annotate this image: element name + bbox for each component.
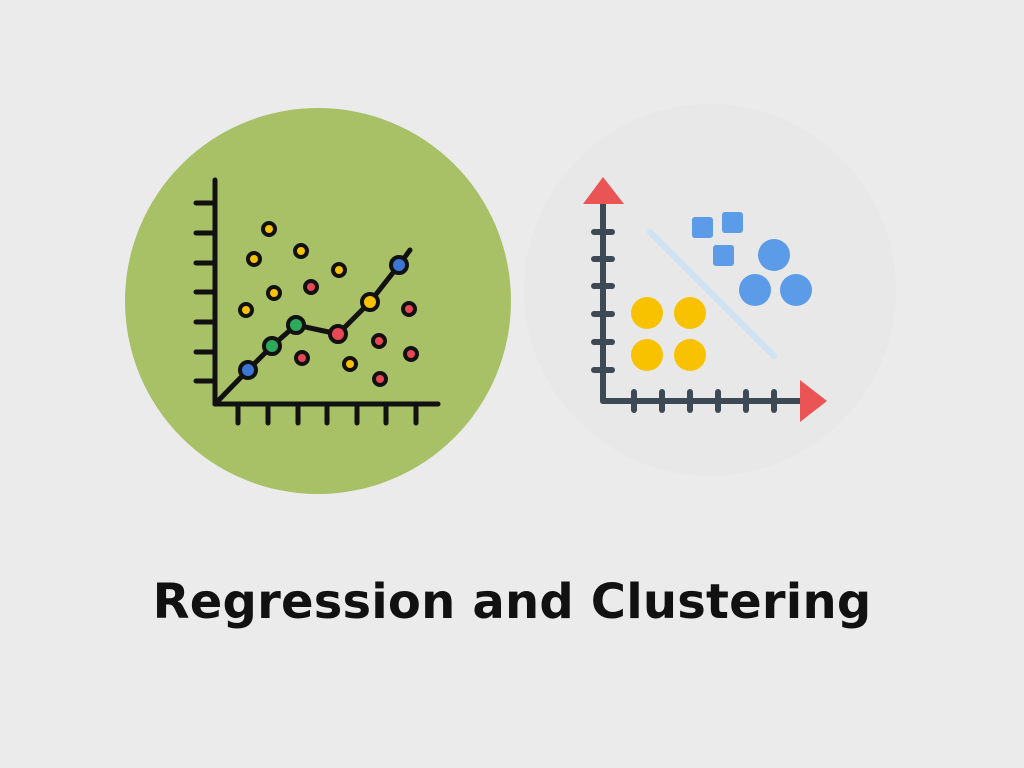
trend-point bbox=[262, 336, 282, 356]
scatter-dot bbox=[303, 279, 319, 295]
trend-points bbox=[238, 255, 409, 380]
trend-point bbox=[238, 360, 258, 380]
cluster-point bbox=[631, 339, 663, 371]
x-axis-arrow-icon bbox=[800, 380, 827, 422]
cluster-point bbox=[739, 274, 771, 306]
cluster-square bbox=[692, 217, 713, 238]
cluster-point bbox=[758, 239, 790, 271]
clustering-axes bbox=[591, 197, 805, 413]
scatter-dot bbox=[331, 262, 347, 278]
cluster-square bbox=[722, 212, 743, 233]
clustering-icon bbox=[524, 104, 896, 476]
trend-point bbox=[360, 292, 380, 312]
scatter-dot bbox=[238, 302, 254, 318]
scatter-dot bbox=[401, 301, 417, 317]
scatter-dot bbox=[261, 221, 277, 237]
cluster-point bbox=[780, 274, 812, 306]
cluster-square bbox=[713, 245, 734, 266]
yellow-cluster bbox=[631, 297, 706, 371]
scatter-dot bbox=[371, 333, 387, 349]
caption-title: Regression and Clustering bbox=[152, 574, 872, 630]
scatter-dot bbox=[403, 346, 419, 362]
trend-point bbox=[286, 315, 306, 335]
scatter-dot bbox=[246, 251, 262, 267]
trend-point bbox=[389, 255, 409, 275]
scatter-dot bbox=[266, 285, 282, 301]
scatter-dot bbox=[294, 350, 310, 366]
cluster-point bbox=[631, 297, 663, 329]
scatter-dot bbox=[372, 371, 388, 387]
regression-background-circle bbox=[125, 108, 511, 494]
cluster-point bbox=[674, 339, 706, 371]
regression-axes bbox=[193, 177, 441, 426]
blue-square-cluster bbox=[692, 212, 743, 266]
scatter-dot bbox=[342, 356, 358, 372]
y-axis-arrow-icon bbox=[583, 177, 624, 204]
scatter-dot bbox=[293, 243, 309, 259]
trend-point bbox=[328, 324, 348, 344]
cluster-point bbox=[674, 297, 706, 329]
cluster-separator bbox=[647, 229, 777, 359]
blue-circle-cluster bbox=[739, 239, 812, 306]
scatter-dots bbox=[238, 221, 419, 387]
regression-icon bbox=[125, 108, 511, 494]
